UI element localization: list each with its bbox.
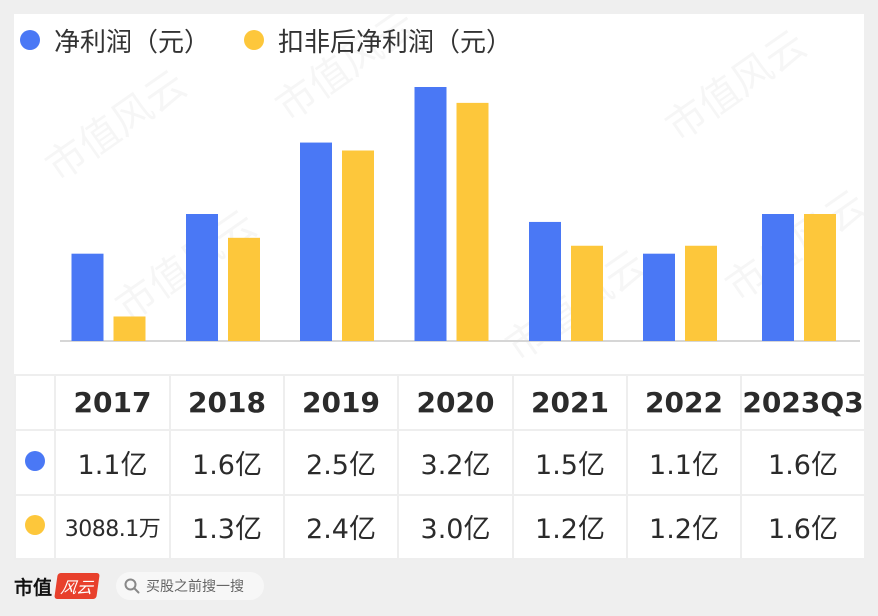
legend-marker — [244, 30, 265, 50]
value-cell: 1.6亿 — [740, 429, 864, 496]
value-cell: 3.2亿 — [397, 429, 514, 496]
value-cell: 1.3亿 — [169, 493, 285, 560]
year-cell: 2021 — [512, 373, 628, 432]
year-cell: 2019 — [283, 373, 399, 432]
bar-deducted-profit-2020 — [456, 102, 489, 341]
brand-logo: 风云 — [54, 573, 100, 599]
table-row-deducted-profit: 3088.1万 1.3亿 2.4亿 3.0亿 1.2亿 1.2亿 1.6亿 — [14, 493, 864, 560]
value-cell: 3088.1万 — [54, 493, 171, 560]
year-cell: 2017 — [54, 373, 171, 432]
legend-item-deducted-profit: 扣非后净利润（元） — [244, 22, 512, 59]
brand-name: 市值 — [14, 576, 53, 599]
search-placeholder: 买股之前搜一搜 — [146, 579, 245, 595]
bar-net-profit-2018 — [186, 214, 218, 341]
bar-deducted-profit-2021 — [571, 245, 603, 341]
bar-net-profit-2023Q3 — [762, 214, 794, 341]
value-cell: 3.0亿 — [397, 493, 514, 560]
data-table: 2017 2018 2019 2020 2021 2022 2023Q3 1.1… — [14, 373, 864, 560]
table-row-net-profit: 1.1亿 1.6亿 2.5亿 3.2亿 1.5亿 1.1亿 1.6亿 — [14, 429, 864, 496]
table-row-years: 2017 2018 2019 2020 2021 2022 2023Q3 — [14, 373, 864, 432]
bar-deducted-profit-2022 — [685, 245, 717, 341]
bar-deducted-profit-2017 — [113, 316, 146, 341]
footer-bar: 市值 风云 买股之前搜一搜 — [14, 566, 265, 606]
value-cell: 1.5亿 — [512, 429, 628, 496]
legend-marker — [20, 30, 40, 50]
bar-net-profit-2021 — [529, 221, 561, 341]
year-cell: 2020 — [397, 373, 514, 432]
bar-deducted-profit-2018 — [228, 237, 260, 341]
legend-label: 扣非后净利润（元） — [278, 27, 513, 58]
year-cell: 2022 — [626, 373, 742, 432]
bar-deducted-profit-2023Q3 — [804, 214, 836, 341]
row-marker-cell — [14, 429, 56, 496]
row-marker-cell — [14, 493, 56, 560]
bar-deducted-profit-2019 — [342, 150, 374, 341]
value-cell: 1.1亿 — [54, 429, 171, 496]
bar-net-profit-2022 — [643, 253, 675, 341]
value-cell: 1.6亿 — [740, 493, 864, 560]
legend-item-net-profit: 净利润（元） — [20, 22, 210, 59]
value-cell: 2.4亿 — [283, 493, 399, 560]
search-icon — [124, 578, 140, 594]
value-cell: 2.5亿 — [283, 429, 399, 496]
value-cell: 1.2亿 — [626, 493, 742, 560]
year-cell: 2018 — [169, 373, 285, 432]
legend-label: 净利润（元） — [54, 27, 211, 58]
search-box[interactable]: 买股之前搜一搜 — [116, 572, 265, 600]
series-marker — [25, 515, 45, 536]
year-cell: 2023Q3 — [740, 373, 864, 432]
bar-net-profit-2017 — [71, 253, 104, 341]
value-cell: 1.6亿 — [169, 429, 285, 496]
chart-legend: 净利润（元） 扣非后净利润（元） — [20, 20, 546, 60]
table-corner-cell — [14, 373, 56, 432]
value-cell: 1.1亿 — [626, 429, 742, 496]
bar-net-profit-2019 — [300, 142, 332, 341]
bar-net-profit-2020 — [414, 87, 447, 341]
bar-chart — [60, 87, 860, 342]
series-marker — [25, 450, 45, 471]
value-cell: 1.2亿 — [512, 493, 628, 560]
